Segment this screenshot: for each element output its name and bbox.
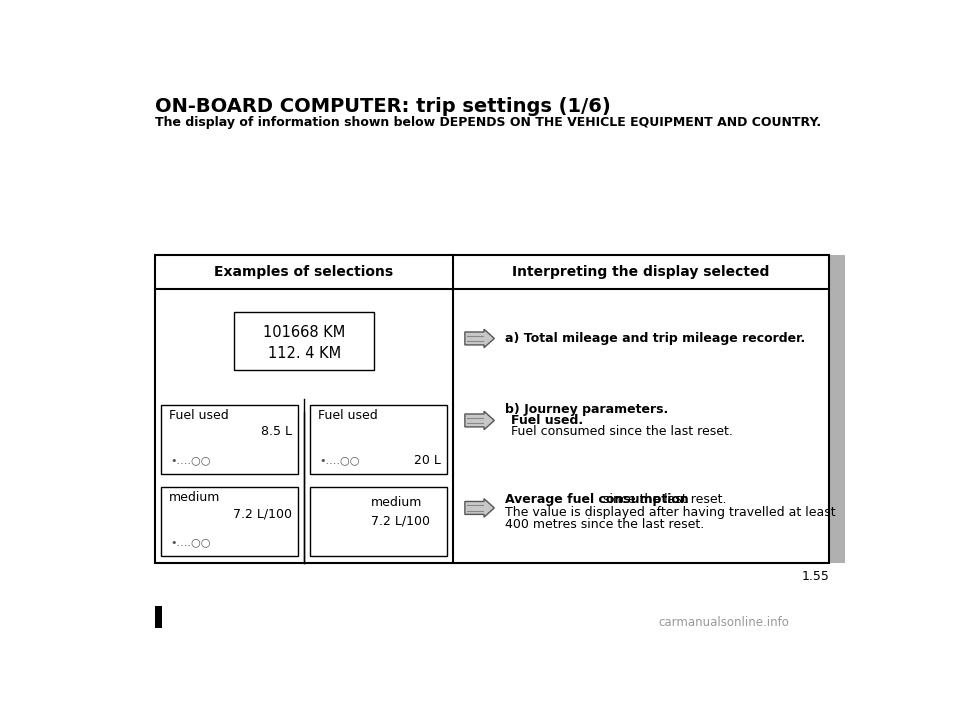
Bar [161,487,298,557]
Text: b) Journey parameters.: b) Journey parameters. [505,403,668,416]
Text: carmanualsonline.info: carmanualsonline.info [659,616,789,629]
Text: 1.55: 1.55 [802,570,829,583]
Text: 8.5 L: 8.5 L [261,425,292,438]
Text: •....○○: •....○○ [320,456,360,466]
Bar [310,405,447,474]
Text: a) Total mileage and trip mileage recorder.: a) Total mileage and trip mileage record… [505,332,805,345]
Text: 7.2 L/100: 7.2 L/100 [232,507,292,520]
Text: 112. 4 KM: 112. 4 KM [268,346,341,361]
Text: •....○○: •....○○ [170,456,211,466]
Polygon shape [465,498,494,517]
Text: 400 metres since the last reset.: 400 metres since the last reset. [505,518,705,530]
Bar [155,606,162,628]
Text: The value is displayed after having travelled at least: The value is displayed after having trav… [505,506,836,519]
Bar [234,312,373,370]
Text: Average fuel consumption: Average fuel consumption [505,493,689,506]
Text: Fuel used.: Fuel used. [512,414,584,427]
Text: Fuel consumed since the last reset.: Fuel consumed since the last reset. [512,425,733,438]
Text: •....○○: •....○○ [170,537,211,547]
Text: ON-BOARD COMPUTER: trip settings (1/6): ON-BOARD COMPUTER: trip settings (1/6) [155,97,611,116]
Bar [310,487,447,557]
Bar [161,405,298,474]
Text: medium: medium [371,496,422,508]
Polygon shape [465,411,494,430]
Text: The display of information shown below DEPENDS ON THE VEHICLE EQUIPMENT AND COUN: The display of information shown below D… [155,116,821,129]
Text: Examples of selections: Examples of selections [214,265,394,279]
Text: 7.2 L/100: 7.2 L/100 [371,515,430,528]
Text: Interpreting the display selected: Interpreting the display selected [513,265,770,279]
Text: since the last reset.: since the last reset. [599,493,727,506]
Bar [155,255,829,562]
Text: 101668 KM: 101668 KM [263,325,346,340]
Text: Fuel used: Fuel used [318,409,378,422]
Text: medium: medium [169,491,220,504]
Polygon shape [465,329,494,348]
Bar [829,255,845,562]
Text: Fuel used: Fuel used [169,409,228,422]
Text: 20 L: 20 L [414,454,441,467]
